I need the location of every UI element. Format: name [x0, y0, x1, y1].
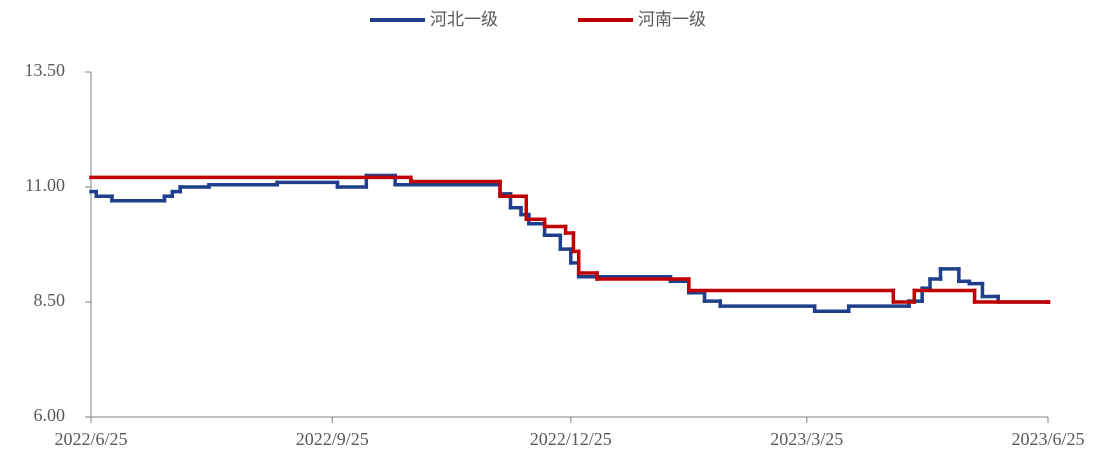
x-tick-label: 2023/6/25 — [1011, 429, 1084, 449]
legend-label: 河南一级 — [638, 10, 706, 30]
x-tick-label: 2022/9/25 — [296, 429, 369, 449]
x-tick-label: 2022/6/25 — [54, 429, 127, 449]
y-tick-label: 6.00 — [34, 405, 66, 425]
y-tick-label: 11.00 — [25, 175, 65, 195]
legend-label: 河北一级 — [430, 10, 498, 30]
y-tick-label: 8.50 — [34, 290, 66, 310]
y-tick-label: 13.50 — [25, 60, 66, 80]
x-tick-label: 2023/3/25 — [770, 429, 843, 449]
x-tick-label: 2022/12/25 — [530, 429, 612, 449]
